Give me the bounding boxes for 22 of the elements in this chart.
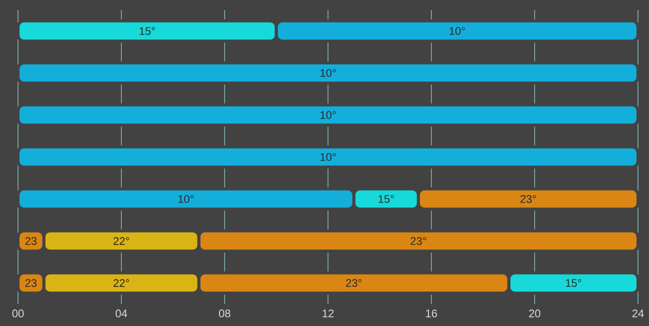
x-tick-label: 20 [529, 310, 540, 318]
x-tick-label: 12 [322, 310, 334, 318]
text: 23 [25, 279, 37, 287]
series-label: 23° [520, 195, 536, 203]
x-tick-label: 04 [116, 310, 128, 318]
text: 10° [450, 27, 465, 35]
x-tick-label: 24 [632, 310, 644, 318]
x-tick-label: 08 [218, 310, 230, 318]
text: 10° [178, 195, 194, 203]
text: 23° [346, 279, 362, 287]
x-tick-label: 16 [426, 310, 437, 318]
text: 23° [410, 237, 426, 245]
series-label: 23 [25, 237, 37, 245]
text: 15° [566, 279, 582, 287]
text: 10° [320, 69, 336, 77]
text: 22° [114, 279, 129, 287]
series-label: 10° [320, 111, 336, 119]
series-label: 22° [114, 237, 129, 245]
series-label: 15° [140, 27, 155, 35]
text: 15° [378, 195, 394, 203]
text: 10° [320, 153, 336, 161]
x-tick-label: 00 [12, 310, 24, 318]
